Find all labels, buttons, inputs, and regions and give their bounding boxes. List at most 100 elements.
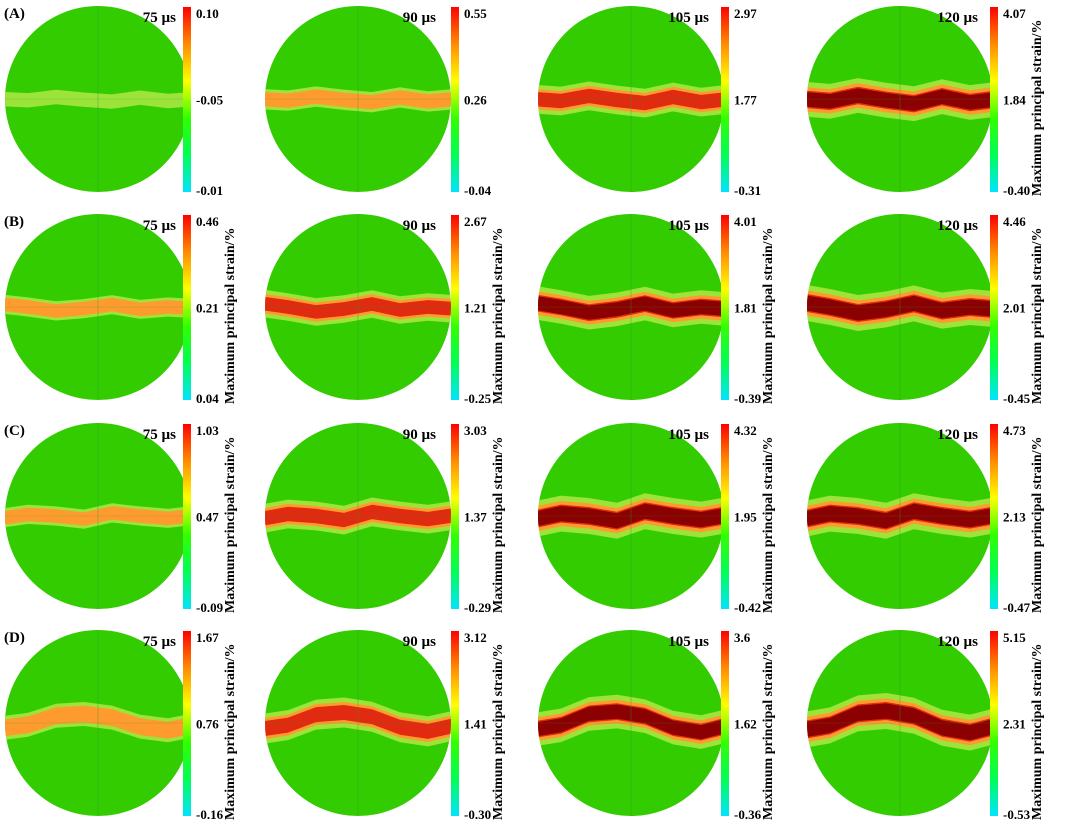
row-label: (A) [4, 6, 25, 22]
colorbar-mid-label: 0.76 [196, 717, 219, 732]
colorbar-max-label: 3.6 [734, 630, 751, 645]
time-label: 75 µs [143, 427, 176, 443]
colorbar-min-label: -0.45 [1003, 391, 1031, 406]
colorbar-mid-label: -0.05 [196, 93, 224, 108]
colorbar-min-label: -0.25 [464, 391, 492, 406]
time-label: 75 µs [143, 218, 176, 234]
colorbar-max-label: 4.46 [1003, 214, 1026, 229]
colorbar-mid-label: 1.21 [464, 301, 487, 316]
colorbar-min-label: -0.09 [196, 600, 224, 615]
strain-panel: 120 µs 4.73 2.13 -0.47 Maximum principal str… [807, 423, 1045, 615]
colorbar-title: Maximum principal strain/% [761, 643, 776, 820]
colorbar-title: Maximum principal strain/% [761, 227, 776, 404]
colorbar-min-label: -0.36 [734, 807, 762, 822]
time-label: 120 µs [937, 427, 978, 443]
colorbar [451, 7, 459, 192]
colorbar-title: Maximum principal strain/% [491, 643, 506, 820]
colorbar-min-label: -0.47 [1003, 600, 1031, 615]
time-label: 105 µs [668, 218, 709, 234]
colorbar-min-label: -0.39 [734, 391, 762, 406]
time-label: 90 µs [403, 10, 436, 26]
colorbar-mid-label: 0.47 [196, 510, 219, 525]
colorbar-mid-label: 2.01 [1003, 301, 1026, 316]
colorbar-max-label: 2.97 [734, 6, 757, 21]
strain-panel: 120 µs 4.07 1.84 -0.40 Maximum principal str… [807, 6, 1045, 198]
colorbar-max-label: 0.46 [196, 214, 219, 229]
colorbar [990, 631, 998, 816]
colorbar-mid-label: 1.81 [734, 301, 757, 316]
colorbar-max-label: 4.07 [1003, 6, 1026, 21]
time-label: 90 µs [403, 634, 436, 650]
colorbar-mid-label: 0.26 [464, 93, 487, 108]
colorbar [183, 215, 191, 400]
colorbar [451, 215, 459, 400]
colorbar-title: Maximum principal strain/% [223, 643, 238, 820]
colorbar-max-label: 0.55 [464, 6, 487, 21]
time-label: 90 µs [403, 427, 436, 443]
colorbar-max-label: 1.03 [196, 423, 219, 438]
colorbar [721, 631, 729, 816]
colorbar-mid-label: 2.13 [1003, 510, 1026, 525]
strain-panel: 105 µs 4.01 1.81 -0.39 Maximum principal str… [538, 214, 776, 406]
colorbar-max-label: 4.32 [734, 423, 757, 438]
colorbar-title: Maximum principal strain/% [761, 436, 776, 613]
colorbar-min-label: -0.40 [1003, 183, 1030, 198]
colorbar-max-label: 1.67 [196, 630, 219, 645]
colorbar [183, 7, 191, 192]
strain-panel: 105 µs 4.32 1.95 -0.42 Maximum principal str… [538, 423, 776, 615]
strain-panel: 90 µs 2.67 1.21 -0.25 Maximum principal stra… [265, 214, 506, 406]
colorbar-min-label: -0.53 [1003, 807, 1031, 822]
time-label: 75 µs [143, 10, 176, 26]
colorbar-min-label: -0.16 [196, 807, 224, 822]
colorbar-title: Maximum principal strain/% [223, 436, 238, 613]
colorbar [721, 215, 729, 400]
colorbar [721, 7, 729, 192]
strain-panel: 120 µs 4.46 2.01 -0.45 Maximum principal str… [807, 214, 1045, 406]
colorbar-title: Maximum principal strain/% [223, 227, 238, 404]
strain-panel: 75 µs 1.03 0.47 -0.09 Maximum principal stra… [5, 423, 238, 615]
colorbar-mid-label: 1.84 [1003, 93, 1026, 108]
time-label: 120 µs [937, 10, 978, 26]
colorbar-min-label: -0.42 [734, 600, 761, 615]
colorbar-max-label: 4.01 [734, 214, 757, 229]
colorbar-min-label: -0.29 [464, 600, 492, 615]
colorbar-min-label: 0.04 [196, 391, 219, 406]
time-label: 90 µs [403, 218, 436, 234]
colorbar [990, 7, 998, 192]
colorbar-max-label: 2.67 [464, 214, 487, 229]
colorbar-mid-label: 1.62 [734, 717, 757, 732]
colorbar-mid-label: 1.41 [464, 717, 487, 732]
colorbar [451, 424, 459, 609]
time-label: 105 µs [668, 10, 709, 26]
strain-panel: 75 µs 0.46 0.21 0.04 Maximum principal strai… [5, 214, 238, 406]
colorbar-title: Maximum principal strain/% [491, 436, 506, 613]
time-label: 120 µs [937, 634, 978, 650]
colorbar-max-label: 5.15 [1003, 630, 1026, 645]
time-label: 105 µs [668, 634, 709, 650]
strain-panel: 105 µs 2.97 1.77 -0.31 [538, 6, 761, 198]
colorbar [183, 424, 191, 609]
strain-panel: 75 µs 0.10 -0.05 -0.01 [5, 6, 224, 198]
colorbar-min-label: -0.04 [464, 183, 492, 198]
colorbar-max-label: 0.10 [196, 6, 219, 21]
time-label: 120 µs [937, 218, 978, 234]
colorbar-mid-label: 1.77 [734, 93, 757, 108]
colorbar [451, 631, 459, 816]
colorbar [990, 424, 998, 609]
strain-panel: 120 µs 5.15 2.31 -0.53 Maximum principal str… [807, 630, 1045, 822]
strain-panel: 90 µs 3.03 1.37 -0.29 Maximum principal stra… [265, 423, 506, 615]
strain-panel: 105 µs 3.6 1.62 -0.36 Maximum principal stra… [538, 630, 776, 822]
colorbar-title: Maximum principal strain/% [1030, 227, 1045, 404]
colorbar-mid-label: 1.95 [734, 510, 757, 525]
colorbar-max-label: 4.73 [1003, 423, 1026, 438]
row-label: (D) [4, 630, 25, 646]
strain-panel: 90 µs 3.12 1.41 -0.30 Maximum principal stra… [265, 630, 506, 822]
row-label: (C) [4, 423, 25, 439]
colorbar-min-label: -0.01 [196, 183, 223, 198]
colorbar [990, 215, 998, 400]
colorbar-title: Maximum principal strain/% [1030, 436, 1045, 613]
strain-panel: 90 µs 0.55 0.26 -0.04 [265, 6, 492, 198]
colorbar-max-label: 3.12 [464, 630, 487, 645]
